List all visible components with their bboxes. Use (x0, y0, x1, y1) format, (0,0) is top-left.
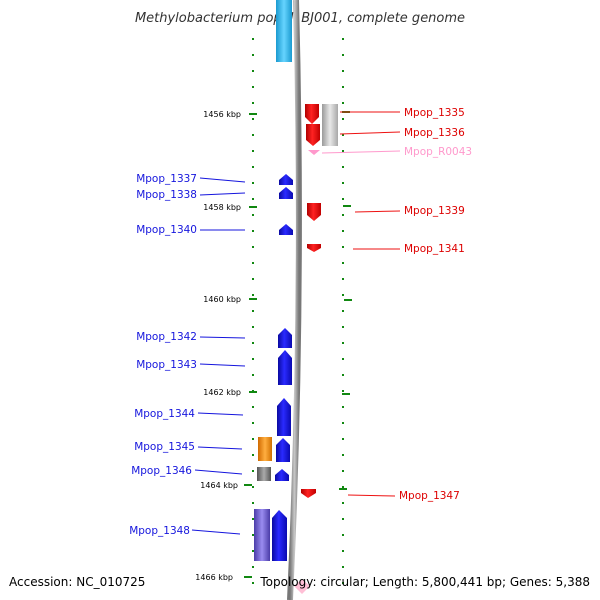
gene-arrow-mpop-1336[interactable] (306, 124, 320, 146)
scale-tick-mark (342, 393, 350, 395)
leader-line (199, 363, 246, 367)
dark-gray-gene-block[interactable] (257, 467, 271, 481)
rna-arrow-mpop-r0043[interactable] (308, 150, 320, 155)
gene-label-mpop-1342[interactable]: Mpop_1342 (136, 331, 197, 343)
gene-label-mpop-1343[interactable]: Mpop_1343 (136, 359, 197, 371)
cyan-gene-block[interactable] (276, 0, 292, 62)
scale-tick-mark (249, 391, 257, 393)
gene-arrow-mpop-1337[interactable] (279, 174, 293, 185)
leader-line (199, 192, 246, 196)
gene-label-mpop-1345[interactable]: Mpop_1345 (134, 441, 195, 453)
gene-label-mpop-1346[interactable]: Mpop_1346 (131, 465, 192, 477)
leader-line (191, 529, 241, 535)
leader-line (199, 336, 246, 339)
leader-line (194, 469, 243, 475)
leader-line (347, 494, 396, 497)
leader-line (339, 131, 401, 135)
gene-label-mpop-1336[interactable]: Mpop_1336 (404, 127, 465, 139)
leader-line (199, 177, 246, 183)
gene-label-mpop-1338[interactable]: Mpop_1338 (136, 189, 197, 201)
scale-tick-mark (344, 299, 352, 301)
gray-gene-block[interactable] (322, 104, 338, 146)
gene-arrow-mpop-1344[interactable] (277, 398, 291, 436)
scale-label: 1466 kbp (195, 573, 233, 582)
scale-label: 1456 kbp (203, 110, 241, 119)
gene-label-mpop-1341[interactable]: Mpop_1341 (404, 243, 465, 255)
scale-tick-mark (244, 576, 252, 578)
gene-label-mpop-1347[interactable]: Mpop_1347 (399, 490, 460, 502)
leader-line (321, 150, 401, 154)
gene-arrow-mpop-1348[interactable] (272, 510, 287, 561)
accession-text: Accession: NC_010725 (9, 575, 145, 589)
scale-tick-mark (249, 206, 257, 208)
gene-arrow-mpop-1339[interactable] (307, 203, 321, 221)
leader-line (197, 446, 243, 450)
scale-tick-mark (343, 205, 351, 207)
orange-gene-block[interactable] (258, 437, 272, 461)
scale-label: 1460 kbp (203, 295, 241, 304)
gene-arrow-mpop-1342[interactable] (278, 328, 292, 348)
gene-arrow-mpop-1347[interactable] (301, 489, 316, 498)
scale-tick-mark (249, 298, 257, 300)
gene-label-mpop-1340[interactable]: Mpop_1340 (136, 224, 197, 236)
gene-arrow-mpop-1340[interactable] (279, 224, 293, 235)
scale-label: 1464 kbp (200, 481, 238, 490)
leader-lines-left (191, 177, 246, 535)
gene-label-mpop-1344[interactable]: Mpop_1344 (134, 408, 195, 420)
purple-gene-block[interactable] (254, 509, 270, 561)
gene-arrow-mpop-1345[interactable] (276, 438, 290, 462)
gene-arrow-mpop-1346[interactable] (275, 469, 289, 481)
scale-tick-mark (339, 488, 347, 490)
topology-text: Topology: circular; Length: 5,800,441 bp… (259, 575, 590, 589)
leader-line (354, 210, 401, 213)
gene-arrow-mpop-1338[interactable] (279, 187, 293, 199)
gene-arrow-mpop-1343[interactable] (278, 350, 292, 385)
scale-label: 1458 kbp (203, 203, 241, 212)
scale-tick-mark (249, 113, 257, 115)
leader-lines-right (321, 111, 401, 497)
scale-tick-mark (244, 484, 252, 486)
rna-marker-bottom (294, 579, 310, 594)
gene-label-mpop-1339[interactable]: Mpop_1339 (404, 205, 465, 217)
gene-arrow-mpop-1335[interactable] (305, 104, 319, 124)
scale-label: 1462 kbp (203, 388, 241, 397)
gene-label-mpop-r0043[interactable]: Mpop_R0043 (404, 146, 472, 158)
leader-line (197, 412, 244, 416)
gene-label-mpop-1335[interactable]: Mpop_1335 (404, 107, 465, 119)
genome-backbone (287, 0, 302, 600)
map-title: Methylobacterium populi BJ001, complete … (135, 11, 465, 26)
gene-label-mpop-1348[interactable]: Mpop_1348 (129, 525, 190, 537)
gene-label-mpop-1337[interactable]: Mpop_1337 (136, 173, 197, 185)
gene-arrow-mpop-1341[interactable] (307, 244, 321, 252)
